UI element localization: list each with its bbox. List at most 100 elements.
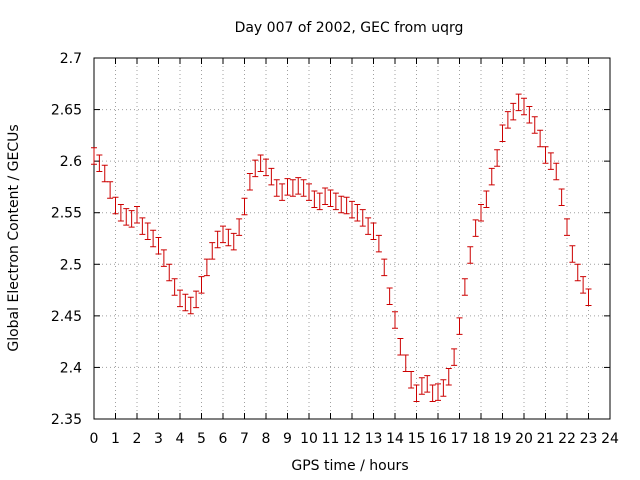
- x-tick-label: 10: [300, 431, 318, 447]
- x-tick-label: 17: [451, 431, 469, 447]
- data-point: [284, 178, 291, 196]
- data-point: [177, 289, 183, 308]
- data-point: [322, 187, 329, 205]
- y-tick-label: 2.35: [51, 412, 82, 428]
- data-point: [574, 263, 581, 282]
- data-point: [306, 183, 312, 201]
- x-tick-label: 5: [197, 431, 206, 447]
- x-tick-label: 23: [580, 431, 598, 447]
- data-point: [564, 218, 570, 236]
- data-point: [526, 105, 533, 124]
- data-point: [537, 129, 544, 148]
- data-point: [187, 296, 194, 315]
- x-tick-label: 9: [283, 431, 292, 447]
- data-point: [332, 192, 339, 211]
- x-tick-label: 1: [111, 431, 120, 447]
- data-point: [230, 232, 237, 251]
- data-point: [467, 246, 474, 264]
- data-point: [397, 338, 404, 356]
- data-point: [311, 190, 318, 209]
- data-point: [553, 162, 560, 181]
- data-point: [236, 218, 243, 236]
- x-tick-label: 8: [262, 431, 271, 447]
- x-tick-label: 24: [601, 431, 619, 447]
- data-point: [418, 377, 425, 395]
- y-axis-label: Global Electron Content / GECUs: [6, 124, 22, 351]
- data-point: [182, 293, 189, 312]
- data-series: [91, 93, 592, 402]
- y-tick-label: 2.45: [51, 309, 82, 325]
- data-point: [107, 181, 114, 199]
- data-point: [300, 179, 307, 197]
- data-point: [488, 167, 495, 186]
- data-point: [365, 217, 372, 235]
- x-tick-labels: 0 1 2 3 4 5 6 7 8 9 10 11 12 13 14 15 16 17 18 19 20 21 22 23 24: [90, 431, 619, 447]
- data-point: [461, 278, 468, 296]
- data-point: [370, 222, 377, 241]
- data-point: [478, 203, 484, 222]
- x-tick-label: 16: [429, 431, 447, 447]
- data-point: [456, 317, 463, 335]
- x-tick-label: 20: [515, 431, 533, 447]
- x-tick-label: 12: [343, 431, 361, 447]
- data-point: [112, 196, 119, 215]
- data-point: [558, 188, 565, 206]
- data-point: [273, 179, 280, 197]
- data-point: [510, 102, 517, 121]
- data-point: [128, 210, 135, 228]
- data-point: [445, 367, 452, 386]
- data-point: [289, 179, 296, 197]
- y-tick-labels: 2.35 2.4 2.45 2.5 2.55 2.6 2.65 2.7: [51, 51, 82, 428]
- plot-frame: [93, 57, 611, 420]
- x-tick-label: 18: [472, 431, 490, 447]
- y-tick-label: 2.55: [51, 206, 82, 222]
- x-tick-label: 0: [90, 431, 99, 447]
- data-point: [542, 146, 549, 164]
- data-point: [150, 229, 157, 248]
- x-tick-label: 13: [365, 431, 383, 447]
- data-point: [381, 258, 388, 277]
- data-point: [279, 183, 286, 201]
- x-tick-label: 21: [537, 431, 555, 447]
- data-point: [327, 189, 334, 208]
- data-point: [214, 230, 221, 249]
- data-point: [193, 290, 200, 309]
- data-point: [144, 222, 151, 241]
- data-point: [203, 258, 210, 277]
- x-tick-label: 6: [219, 431, 228, 447]
- data-point: [316, 192, 323, 211]
- data-point: [295, 177, 302, 195]
- data-point: [515, 93, 522, 112]
- data-point: [580, 276, 587, 294]
- data-point: [531, 116, 538, 134]
- x-tick-label: 22: [558, 431, 576, 447]
- grid-lines: [94, 58, 610, 419]
- data-point: [472, 219, 479, 237]
- data-point: [435, 383, 441, 401]
- data-point: [349, 200, 355, 219]
- data-point: [338, 195, 345, 214]
- data-point: [494, 149, 501, 167]
- data-point: [375, 234, 382, 253]
- x-tick-label: 14: [386, 431, 404, 447]
- data-point: [171, 278, 178, 296]
- x-tick-label: 7: [240, 431, 249, 447]
- data-point: [343, 196, 350, 215]
- data-point: [241, 197, 248, 216]
- data-point: [483, 190, 490, 209]
- data-point: [569, 245, 576, 263]
- data-point: [117, 203, 124, 222]
- data-point: [424, 375, 431, 393]
- data-point: [402, 354, 409, 373]
- data-point: [429, 384, 436, 402]
- data-point: [160, 249, 167, 267]
- data-point: [91, 147, 97, 165]
- data-point: [96, 154, 103, 172]
- data-point: [504, 111, 511, 129]
- data-point: [263, 158, 269, 177]
- data-point: [166, 263, 173, 282]
- data-point: [547, 152, 554, 170]
- data-point: [252, 159, 259, 178]
- data-point: [451, 348, 458, 366]
